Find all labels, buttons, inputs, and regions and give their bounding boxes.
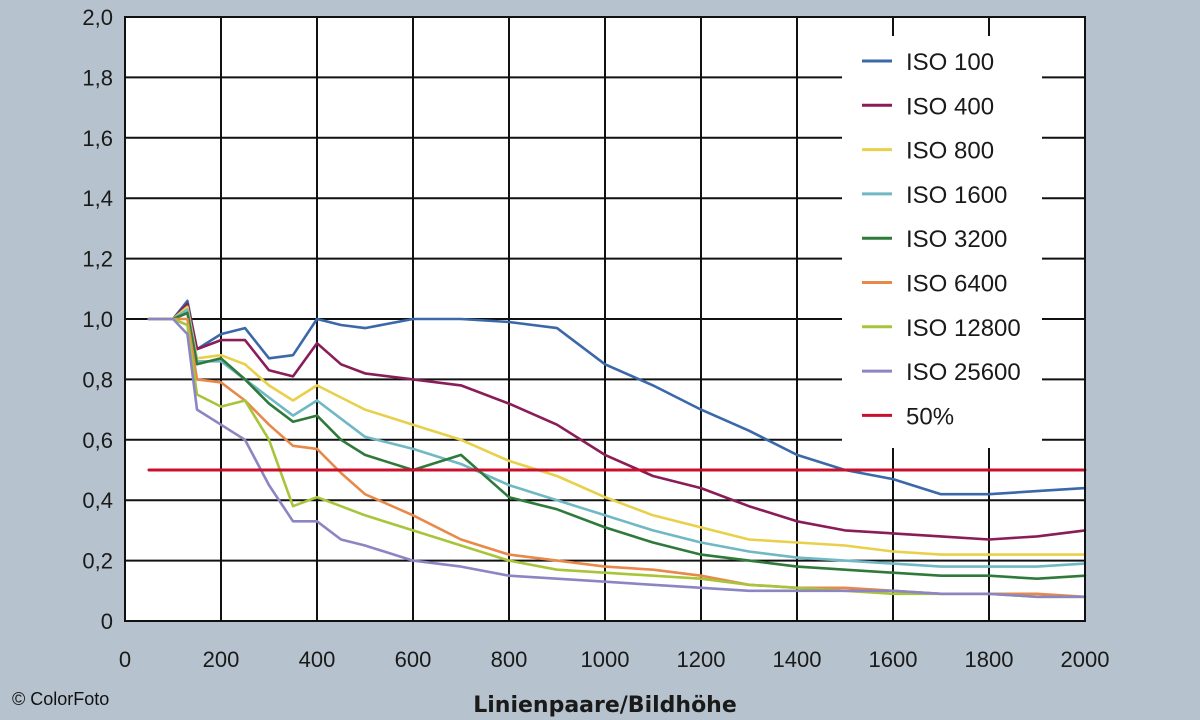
- legend-entry-label: ISO 800: [906, 138, 994, 165]
- y-tick-label: 0,4: [82, 488, 113, 513]
- legend-entry-label: 50%: [906, 403, 954, 430]
- legend-entry-label: ISO 100: [906, 49, 994, 76]
- series-lines: [147, 299, 1087, 599]
- legend-entry-label: ISO 3200: [906, 226, 1007, 253]
- x-axis-label: Linienpaare/Bildhöhe: [473, 693, 737, 718]
- x-tick-label: 1800: [965, 647, 1014, 672]
- x-tick-label: 1400: [773, 647, 822, 672]
- y-axis-tick-labels: 0 0,2 0,4 0,6 0,8 1,0 1,2 1,4 1,6 1,8 2,0: [82, 5, 113, 634]
- series-line: [147, 305, 1087, 556]
- legend-entry-label: ISO 12800: [906, 315, 1021, 342]
- x-tick-label: 600: [395, 647, 432, 672]
- y-tick-label: 0,6: [82, 428, 113, 453]
- legend: ISO 100 ISO 400 ISO 800 ISO 1600 ISO 3200 ISO…: [862, 49, 1021, 430]
- series-line: [147, 317, 1087, 599]
- y-tick-label: 1,0: [82, 307, 113, 332]
- y-tick-label: 1,8: [82, 65, 113, 90]
- x-tick-label: 1600: [869, 647, 918, 672]
- x-tick-label: 1000: [581, 647, 630, 672]
- y-tick-label: 0,8: [82, 367, 113, 392]
- y-tick-label: 2,0: [82, 5, 113, 30]
- series-line: [147, 299, 1087, 496]
- plot-border: [124, 16, 1086, 622]
- y-tick-label: 0,2: [82, 549, 113, 574]
- x-tick-label: 800: [491, 647, 528, 672]
- legend-entry-label: ISO 6400: [906, 271, 1007, 298]
- x-tick-label: 200: [203, 647, 240, 672]
- x-tick-label: 1200: [677, 647, 726, 672]
- legend-entry-label: ISO 400: [906, 93, 994, 120]
- x-tick-label: 2000: [1061, 647, 1110, 672]
- y-tick-label: 1,4: [82, 186, 113, 211]
- legend-entry-label: ISO 25600: [906, 359, 1021, 386]
- y-tick-label: 1,6: [82, 126, 113, 151]
- x-tick-label: 0: [119, 647, 131, 672]
- series-line: [147, 311, 1087, 581]
- series-line: [147, 302, 1087, 541]
- y-tick-label: 1,2: [82, 247, 113, 272]
- y-tick-label: 0: [101, 609, 113, 634]
- series-line: [147, 317, 1087, 599]
- legend-entry-label: ISO 1600: [906, 182, 1007, 209]
- copyright-text: © ColorFoto: [12, 689, 109, 709]
- x-axis-tick-labels: 0 200 400 600 800 1000 1200 1400 1600 1800 2000: [119, 647, 1110, 672]
- x-tick-label: 400: [299, 647, 336, 672]
